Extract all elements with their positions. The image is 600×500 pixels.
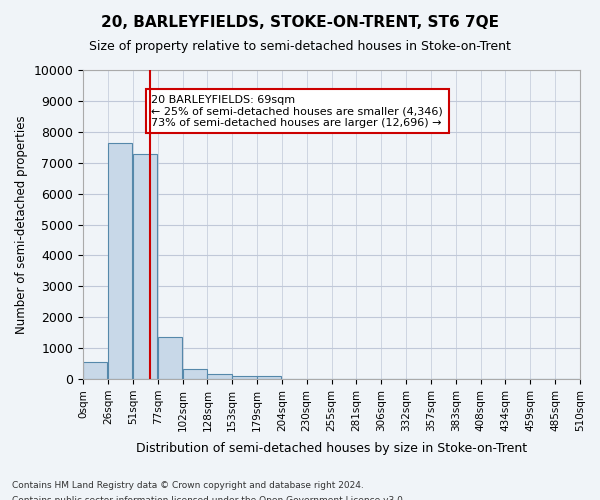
Bar bbox=[208, 374, 232, 379]
Bar bbox=[108, 142, 133, 379]
X-axis label: Distribution of semi-detached houses by size in Stoke-on-Trent: Distribution of semi-detached houses by … bbox=[136, 442, 527, 455]
Bar bbox=[182, 369, 207, 379]
Text: Size of property relative to semi-detached houses in Stoke-on-Trent: Size of property relative to semi-detach… bbox=[89, 40, 511, 53]
Text: 20, BARLEYFIELDS, STOKE-ON-TRENT, ST6 7QE: 20, BARLEYFIELDS, STOKE-ON-TRENT, ST6 7Q… bbox=[101, 15, 499, 30]
Text: Contains HM Land Registry data © Crown copyright and database right 2024.: Contains HM Land Registry data © Crown c… bbox=[12, 481, 364, 490]
Y-axis label: Number of semi-detached properties: Number of semi-detached properties bbox=[15, 115, 28, 334]
Text: 20 BARLEYFIELDS: 69sqm
← 25% of semi-detached houses are smaller (4,346)
73% of : 20 BARLEYFIELDS: 69sqm ← 25% of semi-det… bbox=[151, 94, 443, 128]
Bar bbox=[83, 362, 107, 379]
Bar bbox=[133, 154, 157, 379]
Text: Contains public sector information licensed under the Open Government Licence v3: Contains public sector information licen… bbox=[12, 496, 406, 500]
Bar bbox=[158, 337, 182, 379]
Bar bbox=[257, 376, 281, 379]
Bar bbox=[232, 376, 257, 379]
